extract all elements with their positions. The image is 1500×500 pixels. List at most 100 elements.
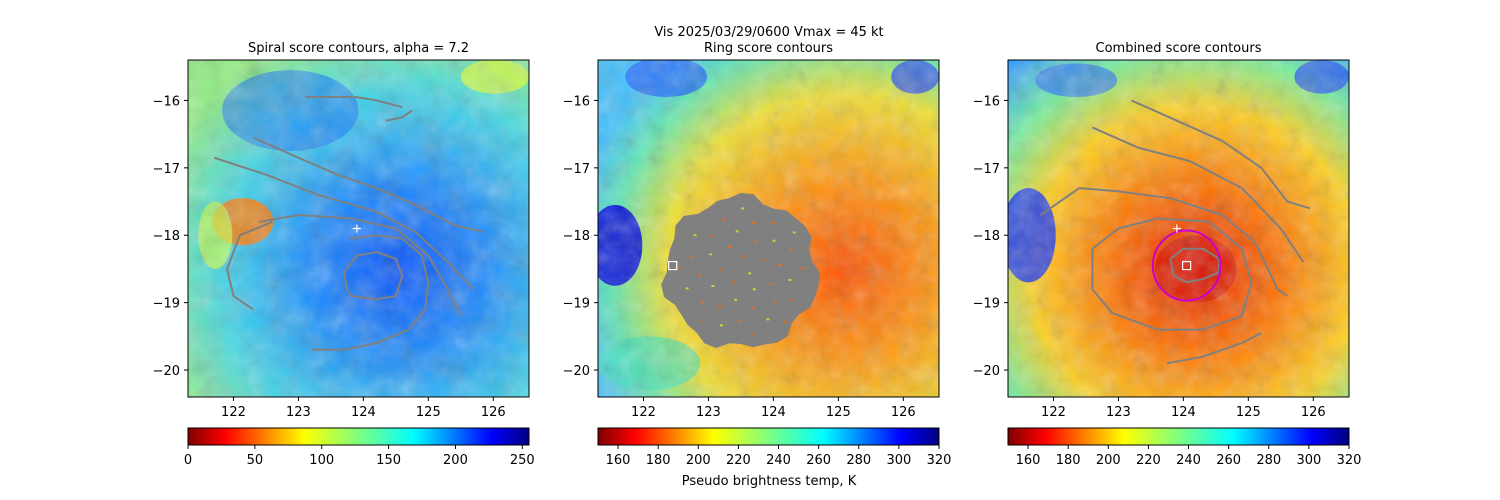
masked-speckle	[676, 266, 680, 269]
masked-speckle	[778, 263, 782, 266]
colorbar-tick-label: 320	[1337, 453, 1362, 468]
masked-speckle	[792, 231, 796, 234]
colorbar-tick-label: 160	[606, 453, 631, 468]
masked-speckle	[697, 274, 701, 277]
masked-speckle	[751, 221, 755, 224]
masked-speckle	[750, 332, 754, 335]
panel-ring: Ring score contours 122 123 124 125 126 −16 −17…	[563, 41, 952, 468]
masked-speckle	[789, 249, 793, 252]
masked-speckle	[772, 221, 776, 224]
colorbar-tick-label: 260	[1216, 453, 1241, 468]
masked-speckle	[735, 230, 739, 233]
colorbar-tick-label: 200	[443, 453, 468, 468]
panel-title: Ring score contours	[704, 41, 833, 56]
masked-speckle	[755, 240, 759, 243]
y-tick-label: −17	[973, 162, 1000, 177]
x-tick-label: 123	[286, 405, 311, 420]
masked-speckle	[772, 239, 776, 242]
center-plus-marker	[1172, 224, 1181, 233]
x-tick-label: 126	[891, 405, 916, 420]
masked-speckle	[790, 299, 794, 302]
colorbar-tick-label: 250	[510, 453, 535, 468]
masked-speckle	[719, 268, 723, 271]
y-tick-label: −16	[563, 94, 590, 109]
masked-speckle	[761, 258, 765, 261]
colorbar	[597, 427, 940, 446]
masked-speckle	[801, 267, 805, 270]
x-tick-label: 125	[1236, 405, 1261, 420]
ring-circle	[1151, 229, 1222, 302]
x-tick-label: 123	[696, 405, 721, 420]
center-square-marker	[668, 260, 678, 271]
colorbar-tick-label: 0	[184, 453, 192, 468]
y-tick-label: −20	[563, 364, 590, 379]
masked-speckle	[711, 284, 715, 287]
contour-line	[311, 234, 430, 351]
colorbar-label: Pseudo brightness temp, K	[682, 474, 857, 489]
y-tick-label: −18	[153, 229, 180, 244]
figure-suptitle: Vis 2025/03/29/0600 Vmax = 45 kt	[654, 25, 883, 40]
y-tick-label: −18	[973, 229, 1000, 244]
masked-speckle	[718, 305, 722, 308]
x-tick-label: 124	[1171, 405, 1196, 420]
x-tick-label: 126	[481, 405, 506, 420]
masked-speckle	[752, 288, 756, 291]
masked-speckle	[691, 255, 695, 258]
x-tick-label: 126	[1301, 405, 1326, 420]
center-square-marker	[1182, 260, 1192, 271]
y-tick-label: −16	[153, 94, 180, 109]
colorbar-tick-label: 240	[1176, 453, 1201, 468]
y-tick-label: −20	[973, 364, 1000, 379]
masked-speckle	[734, 298, 738, 301]
contour-line	[259, 214, 462, 317]
x-tick-label: 124	[761, 405, 786, 420]
colorbar-tick-label: 220	[1136, 453, 1161, 468]
contour-line	[226, 220, 273, 270]
colorbar-tick-label: 300	[1296, 453, 1321, 468]
x-tick-label: 122	[221, 405, 246, 420]
contour-line	[1039, 187, 1288, 297]
x-tick-label: 123	[1106, 405, 1131, 420]
y-tick-label: −20	[153, 364, 180, 379]
panels: Spiral score contours, alpha = 7.2 122 123…	[153, 41, 1362, 468]
contour-line	[1130, 99, 1311, 210]
colorbar	[1007, 427, 1350, 446]
colorbar	[187, 427, 530, 446]
masked-speckle	[741, 207, 745, 210]
masked-speckle	[699, 319, 703, 322]
panel-title: Spiral score contours, alpha = 7.2	[248, 41, 469, 56]
y-tick-label: −16	[973, 94, 1000, 109]
y-tick-label: −17	[153, 162, 180, 177]
colorbar-tick-label: 260	[806, 453, 831, 468]
heatmap-field	[598, 60, 939, 397]
masked-speckle	[773, 300, 777, 303]
colorbar-tick-label: 180	[1056, 453, 1081, 468]
colorbar-tick-label: 280	[1256, 453, 1281, 468]
colorbar-tick-label: 50	[247, 453, 264, 468]
x-tick-label: 125	[416, 405, 441, 420]
masked-speckle	[710, 234, 714, 237]
masked-speckle	[783, 321, 787, 324]
axes-frame	[187, 59, 530, 398]
y-tick-label: −17	[563, 162, 590, 177]
masked-speckle	[709, 253, 713, 256]
contour-line	[213, 156, 475, 290]
axes-frame	[1007, 59, 1350, 398]
masked-speckle	[719, 324, 723, 327]
masked-speckle	[731, 281, 735, 284]
colorbar-tick-label: 280	[846, 453, 871, 468]
colorbar-tick-label: 200	[1096, 453, 1121, 468]
contour-line	[1169, 247, 1221, 284]
panel-comb: Combined score contours 122 123 124 125 126 −1…	[973, 41, 1362, 468]
contour-line	[342, 251, 404, 301]
contour-line	[252, 136, 484, 233]
colorbar-tick-label: 160	[1016, 453, 1041, 468]
masked-speckle	[700, 301, 704, 304]
masked-region	[661, 193, 820, 348]
colorbar-tick-label: 220	[726, 453, 751, 468]
colorbar-tick-label: 240	[766, 453, 791, 468]
axes-frame	[597, 59, 940, 398]
center-plus-marker	[352, 224, 361, 233]
contour-line	[1091, 126, 1305, 263]
panel-spiral: Spiral score contours, alpha = 7.2 122 123…	[153, 41, 535, 468]
